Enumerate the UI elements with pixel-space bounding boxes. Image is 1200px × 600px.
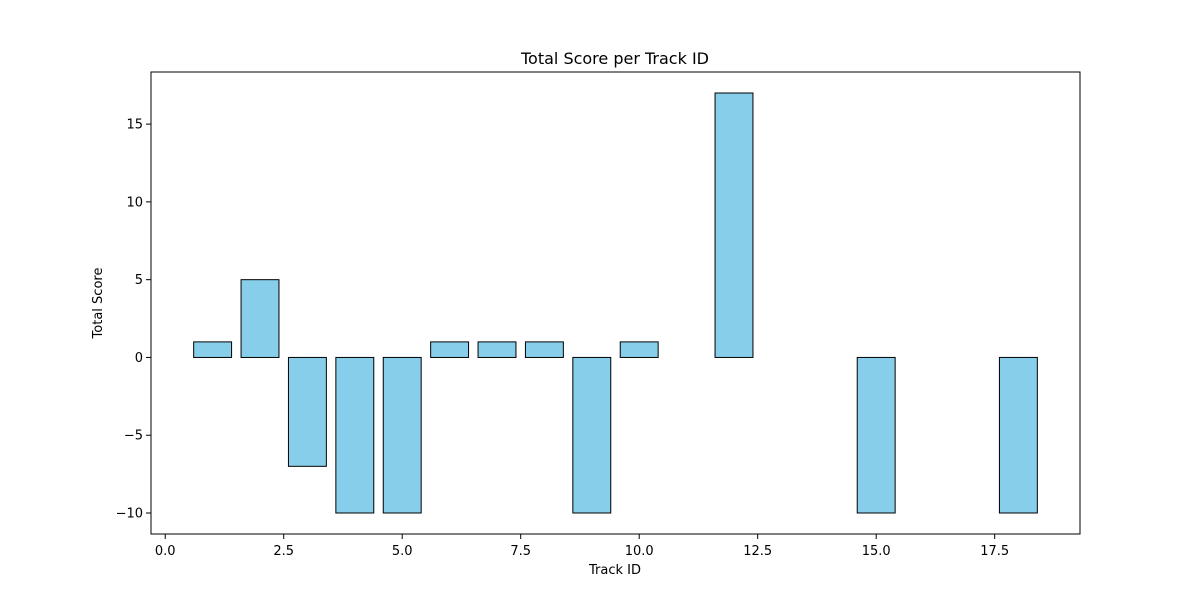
y-axis-label: Total Score: [91, 268, 106, 340]
bar-track-4: [335, 356, 375, 514]
y-tick-label: 10: [126, 195, 143, 210]
x-axis-ticks: 0.0 2.5 5.0 7.5 10.0 12.5 15.0 17.5: [155, 534, 1009, 559]
y-axis-ticks: −10 −5 0 5 10 15: [116, 118, 151, 522]
x-tick-label: 17.5: [980, 544, 1009, 559]
x-tick-label: 12.5: [743, 544, 772, 559]
x-tick-label: 7.5: [510, 544, 531, 559]
x-tick-label: 2.5: [273, 544, 294, 559]
y-tick-label: 5: [135, 273, 143, 288]
bar-track-6: [430, 341, 470, 358]
x-tick-label: 5.0: [392, 544, 413, 559]
y-tick-label: −10: [116, 507, 143, 522]
bar-track-5: [382, 356, 422, 514]
bar-track-15: [856, 356, 896, 514]
bar-track-18: [998, 356, 1038, 514]
bar-track-12: [714, 92, 754, 358]
bar-track-2: [240, 279, 280, 358]
bar-track-1: [193, 341, 233, 358]
x-tick-label: 0.0: [155, 544, 176, 559]
chart-title: Total Score per Track ID: [520, 49, 709, 68]
bar-track-10: [619, 341, 659, 358]
axes-frame: [150, 71, 1081, 535]
bar-track-9: [572, 356, 612, 514]
bar-track-7: [477, 341, 517, 358]
x-axis-label: Track ID: [588, 563, 641, 578]
x-tick-label: 10.0: [625, 544, 654, 559]
bars-group: [193, 92, 1038, 514]
y-tick-label: −5: [124, 429, 143, 444]
y-tick-label: 15: [126, 118, 143, 133]
y-tick-label: 0: [135, 351, 143, 366]
bar-track-3: [287, 356, 327, 467]
x-tick-label: 15.0: [862, 544, 891, 559]
bar-track-8: [524, 341, 564, 358]
